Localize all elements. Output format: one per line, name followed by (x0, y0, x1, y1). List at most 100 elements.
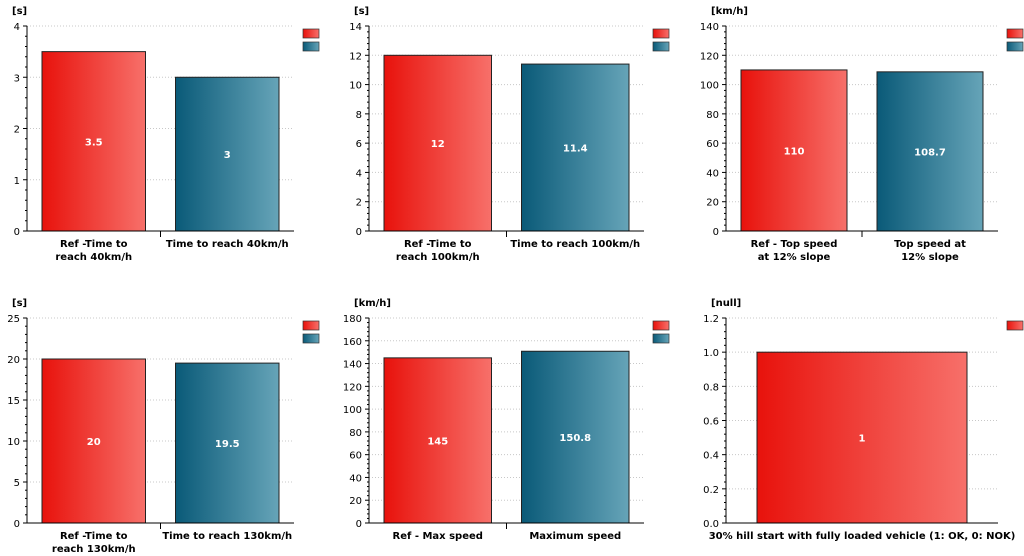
y-tick-label: 100 (343, 405, 362, 416)
x-category-label-line: Ref - Top speed (751, 239, 838, 250)
y-tick-label: 0 (14, 227, 20, 238)
bar-value-label: 11.4 (563, 144, 588, 155)
x-category-label: Ref -Time to reach 100km/h (396, 239, 480, 263)
y-tick-label: 6 (356, 139, 362, 150)
x-category-label: Ref -Time to reach 130km/h (52, 531, 136, 555)
y-tick-label: 25 (7, 314, 20, 325)
bar-value-label: 20 (87, 437, 101, 448)
bar-reference (41, 51, 146, 232)
x-category-label: Time to reach 130km/h (162, 531, 292, 542)
bar-value-label: 108.7 (914, 147, 946, 158)
y-tick-label: 160 (343, 337, 362, 348)
legend-swatch-simulated (302, 41, 320, 52)
x-category-label: Time to reach 40km/h (166, 239, 289, 250)
bar-value-label: 3.5 (85, 137, 103, 148)
x-category-label-line: Time to reach 130km/h (162, 531, 292, 542)
chart-panel-6: [null] 0.0 0.2 0.4 0.6 0.8 1.0 1.2 1 30% hill sta… (703, 298, 1024, 542)
bar-simulated (521, 63, 630, 232)
y-tick-label: 0.4 (703, 451, 719, 462)
y-tick-label: 4 (356, 168, 362, 179)
x-category-label-line: Maximum speed (529, 531, 621, 542)
bar-simulated (521, 350, 630, 524)
legend-swatch-simulated (652, 41, 670, 52)
y-tick-label: 0 (356, 227, 362, 238)
y-tick-label: 0.8 (703, 382, 719, 393)
legend-swatch-simulated (302, 333, 320, 344)
y-unit-label: [null] (711, 298, 741, 309)
y-tick-label: 40 (706, 168, 719, 179)
y-tick-label: 140 (700, 22, 719, 33)
bar-value-label: 145 (427, 436, 448, 447)
y-tick-label: 2 (14, 125, 20, 136)
x-category-label-line: at 12% slope (758, 252, 831, 263)
y-tick-label: 8 (356, 110, 362, 121)
legend-swatch-reference (1006, 320, 1024, 331)
chart-panel-5: [km/h] 0 20 40 60 80 100 120 140 160 180 145 Ref - M… (343, 298, 670, 542)
x-category-label-line: reach 40km/h (55, 252, 132, 263)
x-category-label-line: reach 130km/h (52, 544, 136, 555)
x-category-label: 30% hill start with fully loaded vehicle… (709, 531, 1016, 542)
y-tick-label: 100 (700, 81, 719, 92)
legend-swatch-reference (302, 28, 320, 39)
y-tick-label: 20 (349, 496, 362, 507)
y-tick-label: 80 (349, 428, 362, 439)
bar-value-label: 12 (431, 139, 445, 150)
bar-simulated (175, 76, 280, 232)
y-unit-label: [s] (354, 6, 369, 17)
y-tick-label: 80 (706, 110, 719, 121)
x-category-label: Ref - Top speed at 12% slope (751, 239, 838, 263)
y-tick-label: 15 (7, 396, 20, 407)
y-tick-label: 120 (700, 51, 719, 62)
y-unit-label: [km/h] (711, 6, 748, 17)
bar-simulated (175, 362, 280, 524)
bar-simulated (876, 71, 984, 232)
y-tick-label: 5 (14, 478, 20, 489)
y-tick-label: 120 (343, 382, 362, 393)
x-category-label: Ref - Max speed (393, 531, 483, 542)
x-category-label-line: Time to reach 40km/h (166, 239, 289, 250)
x-category-label-line: Ref -Time to (60, 239, 128, 250)
y-tick-label: 0.6 (703, 417, 719, 428)
bar-value-label: 19.5 (215, 439, 240, 450)
x-category-label-line: Ref -Time to (60, 531, 128, 542)
y-tick-label: 0.2 (703, 485, 719, 496)
y-tick-label: 10 (7, 437, 20, 448)
y-tick-label: 12 (349, 51, 362, 62)
y-tick-label: 14 (349, 22, 362, 33)
bar-reference (756, 351, 968, 524)
y-tick-label: 40 (349, 473, 362, 484)
y-unit-label: [s] (12, 298, 27, 309)
legend-swatch-reference (1006, 28, 1024, 39)
chart-panel-4: [s] 0 5 10 15 20 25 20 Ref -Time to reach 130km/h… (7, 298, 320, 555)
x-category-label-line: Top speed at (894, 239, 966, 250)
chart-panel-1: [s] 0 1 2 3 4 3.5 Ref -Time to reach 40km/h 3 Time… (12, 6, 320, 263)
legend-swatch-reference (302, 320, 320, 331)
y-tick-label: 140 (343, 360, 362, 371)
y-tick-label: 3 (14, 73, 20, 84)
x-category-label-line: Time to reach 100km/h (510, 239, 640, 250)
y-tick-label: 2 (356, 198, 362, 209)
y-tick-label: 1 (14, 176, 20, 187)
x-category-label-line: 12% slope (901, 252, 959, 263)
bar-reference (740, 69, 848, 232)
y-tick-label: 0 (356, 519, 362, 530)
x-category-label: Ref -Time to reach 40km/h (55, 239, 132, 263)
y-tick-label: 0 (14, 519, 20, 530)
y-tick-label: 0.0 (703, 519, 719, 530)
y-tick-label: 60 (349, 451, 362, 462)
legend-swatch-simulated (652, 333, 670, 344)
chart-panel-3: [km/h] 0 20 40 60 80 100 120 140 110 Ref - Top spe… (700, 6, 1024, 263)
x-category-label: Time to reach 100km/h (510, 239, 640, 250)
bar-value-label: 110 (784, 146, 805, 157)
y-tick-label: 1.2 (703, 314, 719, 325)
legend-swatch-reference (652, 320, 670, 331)
chart-panel-2: [s] 0 2 4 6 8 10 12 14 12 Ref -Time to reach 100km/… (349, 6, 670, 263)
x-category-label-line: Ref - Max speed (393, 531, 483, 542)
y-tick-label: 60 (706, 139, 719, 150)
y-tick-label: 1.0 (703, 348, 719, 359)
y-tick-label: 0 (713, 227, 719, 238)
bar-reference (383, 357, 492, 524)
y-unit-label: [s] (12, 6, 27, 17)
x-category-label-line: Ref -Time to (404, 239, 472, 250)
y-tick-label: 10 (349, 81, 362, 92)
